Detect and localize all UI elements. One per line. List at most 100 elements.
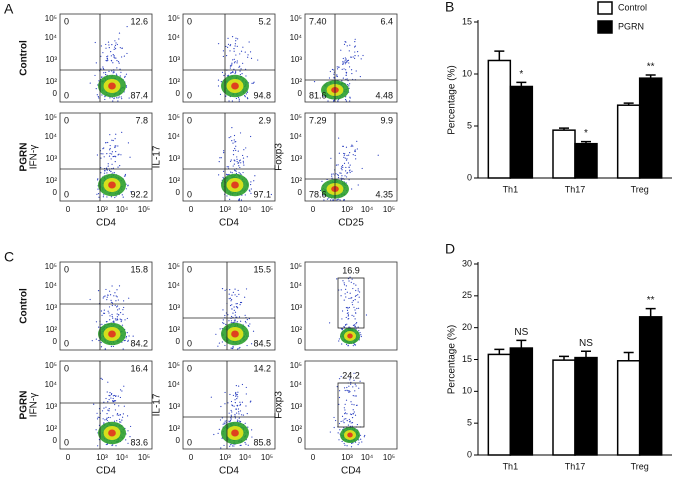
quadrant-value: 0 — [187, 437, 192, 447]
event-dot — [114, 161, 116, 163]
event-dot — [250, 135, 252, 138]
event-dot — [349, 164, 351, 166]
event-dot — [103, 72, 105, 74]
event-dot — [342, 62, 344, 64]
bar — [574, 356, 598, 456]
event-dot — [348, 390, 350, 392]
event-dot — [109, 294, 112, 296]
event-dot — [242, 171, 244, 174]
error-bar — [559, 355, 569, 361]
event-dot — [109, 147, 111, 150]
event-dot — [350, 401, 352, 403]
event-dot — [240, 320, 242, 322]
flow-y-tick-label: 0 — [176, 89, 181, 98]
event-dot — [352, 324, 355, 326]
flow-x-tick-label: 0 — [66, 453, 71, 462]
event-dot — [217, 345, 219, 347]
event-dot — [349, 379, 351, 381]
event-dot — [345, 100, 348, 102]
event-dot — [344, 63, 346, 65]
event-dot — [230, 414, 232, 416]
event-dot — [226, 195, 228, 197]
event-dot — [217, 85, 220, 87]
event-dot — [221, 341, 223, 343]
event-dot — [220, 157, 222, 159]
event-dot — [354, 38, 356, 40]
event-dot — [122, 413, 125, 415]
event-dot — [329, 322, 331, 324]
event-dot — [350, 422, 352, 424]
event-dot — [348, 421, 351, 423]
event-dot — [342, 57, 344, 60]
event-dot — [344, 175, 346, 177]
x-axis-label: CD4 — [341, 466, 361, 477]
event-dot — [345, 74, 347, 76]
event-dot — [132, 335, 134, 337]
event-dot — [235, 316, 237, 318]
event-dot — [355, 70, 357, 72]
event-dot — [239, 159, 241, 161]
event-dot — [337, 174, 339, 177]
event-dot — [121, 131, 123, 133]
event-dot — [104, 348, 107, 350]
event-dot — [353, 404, 355, 406]
event-dot — [237, 348, 239, 350]
event-dot — [95, 62, 97, 64]
event-dot — [348, 418, 350, 421]
flow-y-tick-label: 0 — [53, 89, 58, 98]
event-dot — [228, 137, 230, 139]
event-dot — [250, 192, 252, 194]
event-dot — [100, 153, 102, 155]
event-dot — [106, 196, 108, 198]
event-dot — [111, 153, 113, 155]
event-dot — [354, 45, 356, 47]
event-dot — [127, 442, 129, 444]
event-dot — [115, 319, 117, 321]
row-label: PGRN — [19, 391, 30, 420]
y-tick-label: 20 — [462, 322, 472, 332]
event-dot — [340, 172, 342, 174]
event-dot — [236, 405, 239, 407]
event-dot — [102, 153, 104, 155]
flow-y-tick-label: 10³ — [290, 402, 302, 411]
bar — [574, 142, 598, 179]
flow-y-tick-label: 10⁵ — [45, 262, 57, 271]
event-dot — [345, 58, 347, 60]
event-dot — [225, 173, 228, 175]
event-dot — [109, 149, 111, 151]
event-dot — [245, 75, 247, 77]
event-dot — [244, 51, 246, 53]
event-dot — [107, 59, 109, 61]
event-dot — [234, 45, 236, 47]
event-dot — [352, 145, 354, 147]
event-dot — [101, 314, 103, 317]
event-dot — [242, 162, 245, 164]
event-dot — [118, 32, 121, 34]
error-bar — [581, 350, 591, 358]
flow-y-tick-label: 10² — [168, 424, 180, 433]
event-dot — [222, 309, 224, 311]
event-dot — [233, 309, 235, 311]
flow-y-tick-label: 0 — [176, 337, 181, 346]
event-dot — [106, 320, 108, 323]
event-dot — [337, 100, 339, 102]
plot-frame — [304, 112, 398, 202]
event-dot — [333, 73, 335, 75]
event-dot — [342, 77, 344, 79]
event-dot — [119, 68, 121, 70]
event-dot — [360, 334, 362, 336]
event-dot — [222, 176, 224, 179]
event-dot — [96, 418, 99, 420]
event-dot — [357, 55, 359, 57]
event-dot — [126, 317, 128, 320]
event-dot — [343, 282, 345, 284]
event-dot — [96, 94, 98, 96]
error-bar — [559, 127, 569, 131]
event-dot — [119, 421, 121, 423]
event-dot — [114, 400, 116, 402]
event-dot — [248, 41, 250, 43]
event-dot — [108, 155, 111, 157]
event-dot — [231, 172, 233, 174]
event-dot — [354, 295, 357, 297]
